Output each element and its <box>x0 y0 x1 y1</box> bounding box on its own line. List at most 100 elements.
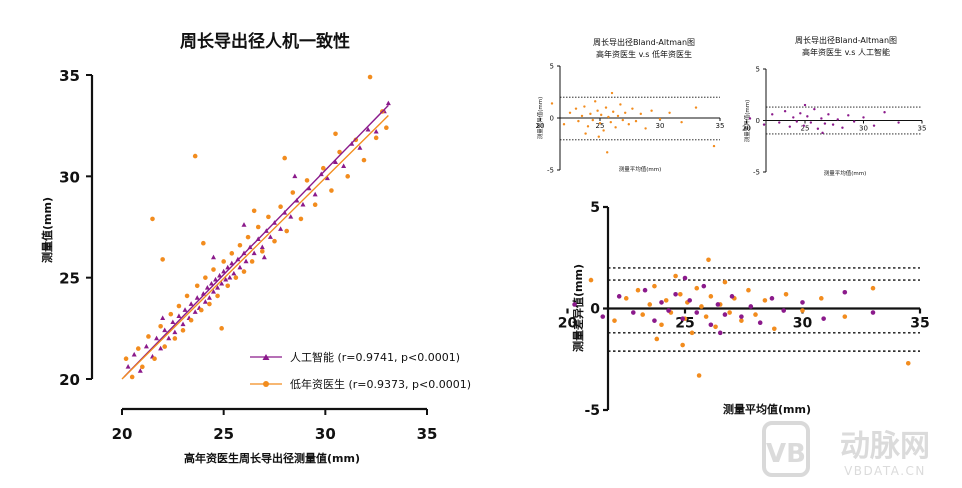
watermark-url: VBDATA.CN <box>844 464 926 478</box>
bland-altman-ai-chart: 周长导出径Bland-Altman图 高年资医生 v.s 人工智能 测量平均值(… <box>742 35 926 177</box>
data-point <box>288 214 294 219</box>
data-point <box>588 277 594 283</box>
data-point <box>623 296 629 301</box>
data-point <box>600 314 606 319</box>
data-point <box>847 114 850 117</box>
data-point <box>631 310 636 315</box>
data-point <box>647 302 653 307</box>
data-point <box>298 216 304 222</box>
ba-x-tick-label: 20 <box>558 316 578 332</box>
ba-x-tick-label: 30 <box>656 122 665 130</box>
data-point <box>158 345 164 351</box>
data-point <box>304 178 310 183</box>
data-point <box>241 222 247 227</box>
ba1-title: 周长导出径Bland-Altman图 <box>593 37 695 47</box>
legend-ai-marker <box>262 354 270 360</box>
ba-y-tick-label: 0 <box>590 301 600 317</box>
data-point <box>823 122 827 125</box>
data-point <box>682 275 688 281</box>
main-y-axis-label: 测量值(mm) <box>40 197 54 263</box>
data-point <box>600 113 603 117</box>
data-point <box>631 107 634 110</box>
ba2-subtitle: 高年资医生 v.s 人工智能 <box>802 47 890 57</box>
data-point <box>272 238 277 244</box>
data-point <box>562 123 566 126</box>
ba1-x-axis-label: 测量平均值(mm) <box>619 165 662 173</box>
data-point <box>708 322 714 328</box>
data-point <box>813 107 816 111</box>
data-point <box>373 128 379 134</box>
data-point <box>192 153 198 159</box>
data-point <box>180 321 186 327</box>
data-point <box>897 121 900 124</box>
data-point <box>872 124 876 127</box>
data-point <box>225 283 231 289</box>
data-point <box>160 315 166 320</box>
legend-junior-label: 低年资医生 (r=0.9373, p<0.0001) <box>290 377 471 391</box>
data-point <box>152 356 157 362</box>
data-point <box>602 129 605 132</box>
data-point <box>621 118 624 122</box>
data-point <box>577 119 580 123</box>
data-point <box>658 117 662 121</box>
data-point <box>312 191 318 197</box>
main-legend: 人工智能 (r=0.9741, p<0.0001) 低年资医生 (r=0.937… <box>250 350 471 391</box>
data-point <box>673 291 678 297</box>
data-point <box>568 111 572 115</box>
data-point <box>841 126 844 129</box>
data-point <box>208 280 214 286</box>
data-point <box>292 173 298 179</box>
data-point <box>699 304 704 309</box>
data-point <box>806 115 809 118</box>
data-point <box>771 113 774 116</box>
data-point <box>819 296 824 301</box>
ba-y-tick-label: -5 <box>547 166 554 174</box>
data-point <box>290 190 296 195</box>
data-point <box>836 118 839 121</box>
legend-ai-label: 人工智能 (r=0.9741, p<0.0001) <box>290 350 460 364</box>
data-point <box>753 312 758 317</box>
data-point <box>365 126 371 132</box>
data-point <box>680 316 685 321</box>
data-point <box>659 322 664 328</box>
main-y-tick-label: 20 <box>59 371 80 389</box>
data-point <box>249 259 255 264</box>
data-point <box>666 308 671 313</box>
data-point <box>639 112 642 116</box>
data-point <box>616 294 622 299</box>
data-point <box>237 242 243 248</box>
data-point <box>267 234 273 239</box>
data-point <box>572 302 577 307</box>
data-point <box>337 149 342 155</box>
data-point <box>802 124 806 127</box>
ba-y-tick-label: 5 <box>756 65 760 73</box>
data-point <box>251 208 257 214</box>
data-point <box>783 110 787 113</box>
data-point <box>367 74 373 80</box>
data-point <box>687 298 692 303</box>
ba2-title: 周长导出径Bland-Altman图 <box>795 35 897 45</box>
data-point <box>635 287 641 293</box>
data-point <box>616 114 620 118</box>
ba-x-tick-label: 25 <box>801 125 810 133</box>
data-point <box>574 107 578 110</box>
data-point <box>701 283 707 289</box>
data-point <box>333 131 338 137</box>
data-point <box>176 313 182 318</box>
ba-y-tick-label: -5 <box>753 168 760 176</box>
data-point <box>203 275 208 280</box>
data-point <box>762 123 766 126</box>
data-point <box>694 106 698 109</box>
data-point <box>266 214 271 220</box>
data-point <box>610 91 614 95</box>
data-point <box>870 285 876 291</box>
data-point <box>160 257 165 262</box>
main-x-axis-label: 高年资医生周长导出径测量值(mm) <box>184 451 360 465</box>
data-point <box>324 175 330 181</box>
data-point <box>123 356 129 362</box>
data-point <box>125 364 131 369</box>
data-point <box>795 120 799 123</box>
ba-x-tick-label: 35 <box>716 122 725 130</box>
watermark-vb-icon <box>762 421 810 477</box>
main-x-tick-label: 35 <box>417 425 438 443</box>
